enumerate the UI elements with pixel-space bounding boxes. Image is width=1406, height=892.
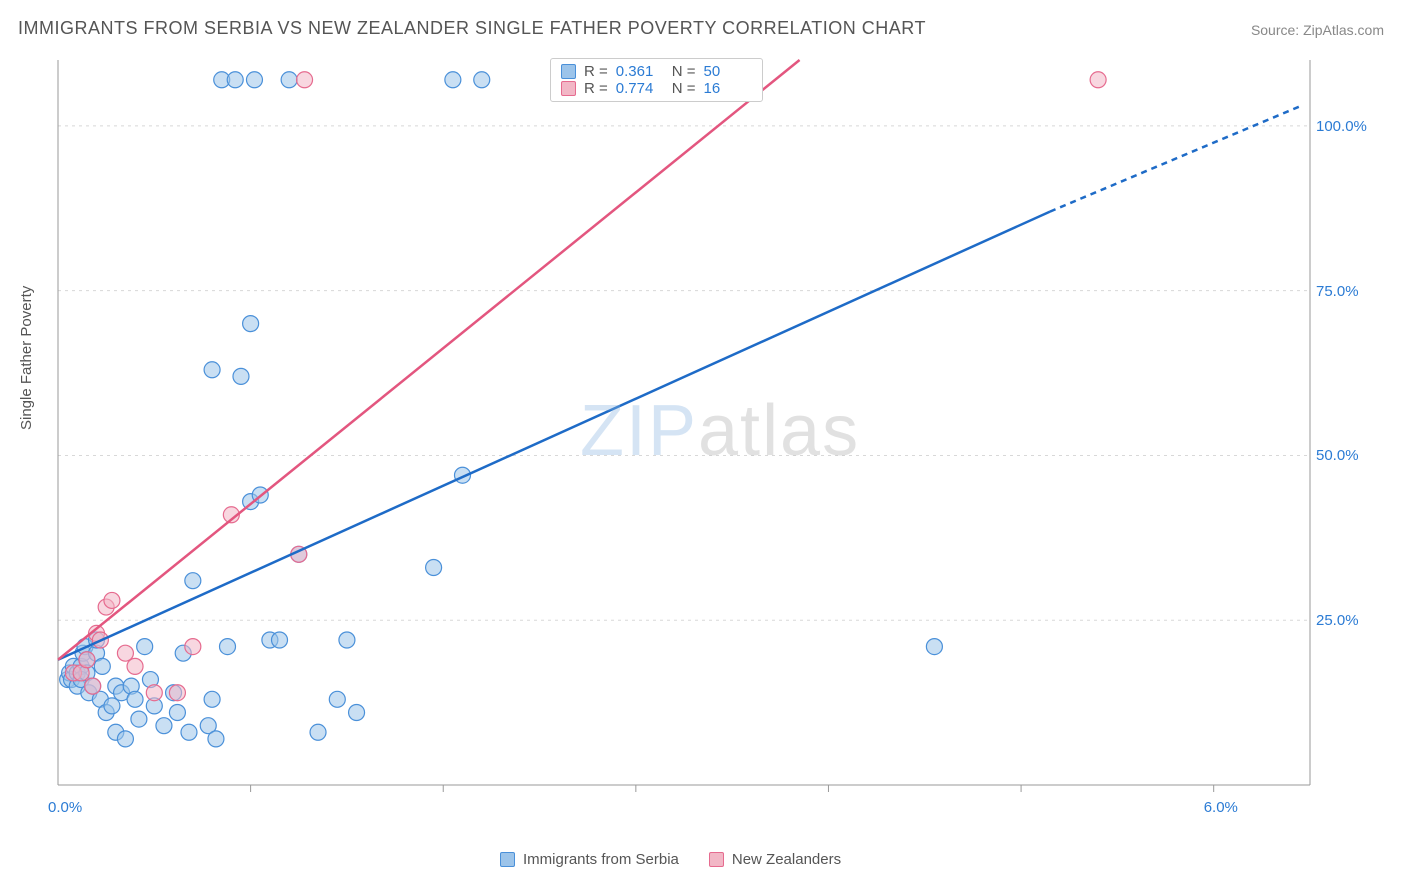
legend-swatch-icon	[561, 81, 576, 96]
chart-title: IMMIGRANTS FROM SERBIA VS NEW ZEALANDER …	[18, 18, 926, 39]
series-legend-item: New Zealanders	[709, 851, 841, 868]
legend-r-label: R =	[584, 63, 608, 80]
legend-r-value: 0.774	[616, 80, 664, 97]
chart-area: 0.0% 6.0% 25.0% 50.0% 75.0% 100.0%	[50, 55, 1370, 825]
y-tick-label: 25.0%	[1316, 612, 1359, 629]
legend-n-label: N =	[672, 80, 696, 97]
legend-swatch-icon	[500, 852, 515, 867]
legend-swatch-icon	[709, 852, 724, 867]
y-tick-label: 100.0%	[1316, 118, 1367, 135]
legend-n-value: 50	[704, 63, 752, 80]
source-attribution: Source: ZipAtlas.com	[1251, 22, 1384, 38]
x-tick-label: 0.0%	[48, 799, 82, 816]
y-tick-label: 75.0%	[1316, 283, 1359, 300]
series-legend-label: New Zealanders	[732, 851, 841, 868]
x-tick-label: 6.0%	[1204, 799, 1238, 816]
stats-legend-row: R = 0.361 N = 50	[561, 63, 752, 80]
series-legend-label: Immigrants from Serbia	[523, 851, 679, 868]
stats-legend: R = 0.361 N = 50 R = 0.774 N = 16	[550, 58, 763, 102]
y-tick-label: 50.0%	[1316, 447, 1359, 464]
stats-legend-row: R = 0.774 N = 16	[561, 80, 752, 97]
scatter-plot	[50, 55, 1370, 825]
legend-n-value: 16	[704, 80, 752, 97]
legend-swatch-icon	[561, 64, 576, 79]
legend-n-label: N =	[672, 63, 696, 80]
legend-r-label: R =	[584, 80, 608, 97]
series-legend-item: Immigrants from Serbia	[500, 851, 679, 868]
y-axis-label: Single Father Poverty	[18, 286, 35, 430]
legend-r-value: 0.361	[616, 63, 664, 80]
series-legend: Immigrants from Serbia New Zealanders	[500, 851, 841, 868]
